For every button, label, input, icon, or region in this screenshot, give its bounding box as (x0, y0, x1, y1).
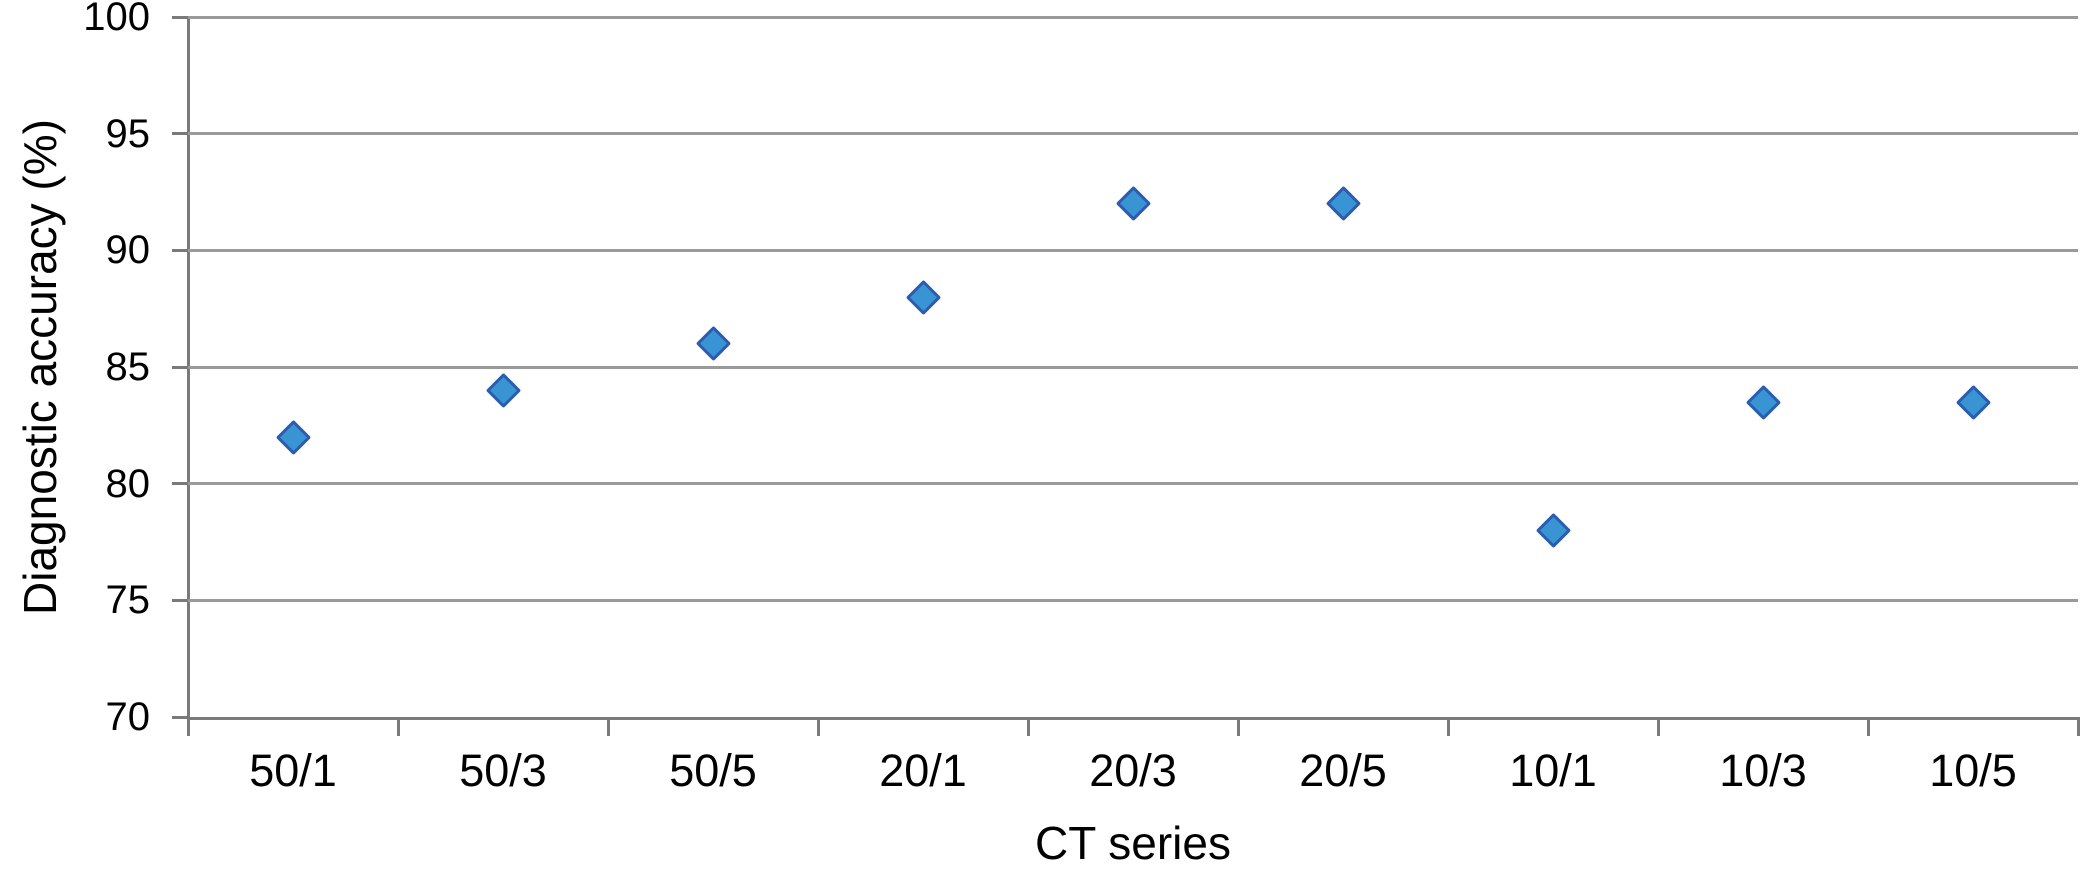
x-tick-label-50-5: 50/5 (669, 745, 757, 796)
x-tick-label-20-5: 20/5 (1299, 745, 1387, 796)
x-tick-label-50-3: 50/3 (459, 745, 547, 796)
y-tick-label-100: 100 (83, 0, 150, 39)
y-axis-tick-95 (172, 132, 188, 136)
x-tick-label-20-3: 20/3 (1089, 745, 1177, 796)
y-axis-tick-85 (172, 365, 188, 369)
gridline-y-100 (188, 15, 2078, 19)
y-tick-label-90: 90 (105, 228, 151, 273)
x-axis-tick-6 (1446, 720, 1450, 736)
x-axis-tick-3 (816, 720, 820, 736)
x-axis-tick-2 (606, 720, 610, 736)
gridline-y-80 (188, 482, 2078, 486)
x-axis-tick-8 (1866, 720, 1870, 736)
y-axis-tick-90 (172, 248, 188, 252)
x-axis-tick-5 (1236, 720, 1240, 736)
y-axis-tick-70 (172, 715, 188, 719)
x-axis-tick-0 (186, 720, 190, 736)
gridline-y-95 (188, 132, 2078, 136)
y-axis-tick-75 (172, 598, 188, 602)
x-axis-tick-9 (2076, 720, 2080, 736)
x-tick-label-10-1: 10/1 (1509, 745, 1597, 796)
y-axis-tick-100 (172, 15, 188, 19)
x-tick-label-10-3: 10/3 (1719, 745, 1807, 796)
gridline-y-85 (188, 365, 2078, 369)
y-tick-label-95: 95 (105, 111, 151, 156)
gridline-y-75 (188, 598, 2078, 602)
y-tick-label-80: 80 (105, 461, 151, 506)
y-tick-label-85: 85 (105, 345, 151, 389)
x-tick-label-10-5: 10/5 (1929, 745, 2017, 796)
x-axis-tick-1 (396, 720, 400, 736)
x-axis-title: CT series (1035, 817, 1231, 869)
x-axis-tick-4 (1026, 720, 1030, 736)
y-axis-tick-80 (172, 482, 188, 486)
gridline-y-90 (188, 248, 2078, 252)
x-tick-label-20-1: 20/1 (879, 745, 967, 796)
y-tick-label-70: 70 (105, 695, 151, 739)
x-axis-tick-7 (1656, 720, 1660, 736)
x-tick-label-50-1: 50/1 (249, 745, 337, 796)
y-tick-label-75: 75 (105, 578, 151, 623)
plot-area (187, 17, 2080, 720)
